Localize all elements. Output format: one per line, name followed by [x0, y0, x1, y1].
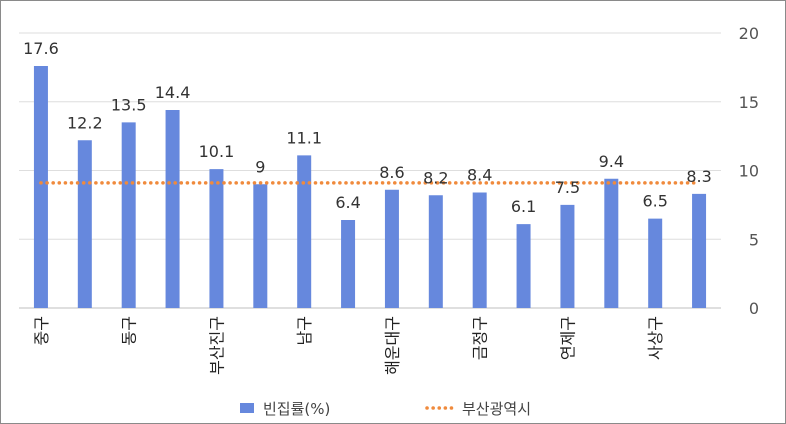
bar	[472, 192, 487, 308]
bar	[33, 66, 48, 308]
category-label: 사상구	[646, 316, 665, 360]
bar	[165, 110, 180, 308]
category-label: 부산진구	[207, 316, 226, 375]
bar	[692, 193, 707, 308]
category-label: 연제구	[558, 316, 577, 360]
bar-value-label: 8.6	[379, 163, 404, 182]
legend-bar-swatch	[240, 403, 254, 413]
bar-value-label: 12.2	[67, 113, 103, 132]
bar	[604, 178, 619, 308]
bar-value-label: 9	[255, 157, 265, 176]
bar	[121, 122, 136, 308]
bar-value-label: 6.4	[335, 193, 360, 212]
legend-line-label: 부산광역시	[462, 400, 531, 418]
bar	[428, 195, 443, 308]
y-tick-label: 15	[739, 93, 759, 112]
bar-value-label: 9.4	[599, 152, 624, 171]
bar-value-label: 14.4	[155, 83, 191, 102]
bar-value-label: 8.2	[423, 168, 448, 187]
y-tick-label: 0	[749, 299, 759, 318]
bar-value-label: 7.5	[555, 178, 580, 197]
bar	[253, 184, 268, 308]
bar-value-label: 17.6	[23, 39, 59, 58]
bar	[384, 189, 399, 308]
category-label: 동구	[120, 316, 139, 345]
bar	[516, 224, 531, 308]
bar-value-label: 10.1	[199, 142, 235, 161]
category-label: 중구	[32, 316, 51, 345]
category-label: 남구	[295, 316, 314, 345]
y-tick-label: 10	[739, 162, 759, 181]
bar-value-label: 11.1	[286, 128, 322, 147]
category-label: 금정구	[471, 316, 490, 360]
bar	[560, 204, 575, 308]
bar	[209, 169, 224, 308]
bar-value-label: 6.5	[642, 192, 667, 211]
bar	[648, 218, 663, 308]
legend: 빈집률(%) 부산광역시	[240, 400, 531, 418]
y-tick-label: 20	[739, 24, 759, 43]
bar-value-label: 8.4	[467, 166, 492, 185]
bar-value-label: 8.3	[686, 167, 711, 186]
bar-value-label: 13.5	[111, 95, 147, 114]
bar	[77, 140, 92, 308]
bar-value-label: 6.1	[511, 197, 536, 216]
bar	[341, 220, 356, 308]
bar	[297, 155, 312, 308]
y-tick-label: 5	[749, 230, 759, 249]
category-label: 해운대구	[383, 316, 402, 375]
legend-bar-label: 빈집률(%)	[263, 400, 330, 418]
